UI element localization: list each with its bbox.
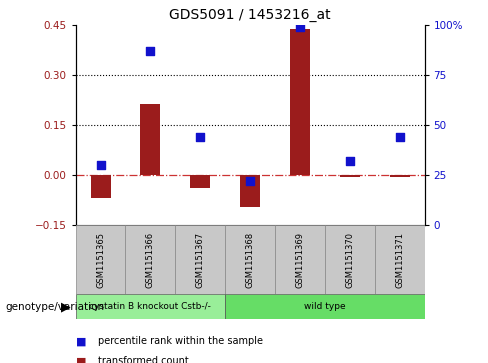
Bar [340, 175, 360, 177]
Text: ■: ■ [76, 336, 86, 346]
Bar [125, 225, 175, 294]
Bar [141, 103, 161, 175]
Point [196, 134, 204, 140]
Text: ▶: ▶ [61, 300, 71, 313]
Text: GSM1151367: GSM1151367 [196, 232, 205, 287]
Bar [290, 29, 310, 175]
Point [97, 162, 104, 168]
Bar [225, 225, 275, 294]
Point [246, 178, 254, 184]
Text: GSM1151371: GSM1151371 [395, 232, 404, 287]
Bar [76, 294, 225, 319]
Text: GSM1151368: GSM1151368 [245, 232, 255, 287]
Text: cystatin B knockout Cstb-/-: cystatin B knockout Cstb-/- [89, 302, 211, 311]
Text: GSM1151365: GSM1151365 [96, 232, 105, 287]
Bar [225, 294, 425, 319]
Point [146, 48, 154, 54]
Text: percentile rank within the sample: percentile rank within the sample [98, 336, 263, 346]
Text: GSM1151370: GSM1151370 [346, 232, 354, 287]
Text: GSM1151369: GSM1151369 [295, 232, 305, 287]
Text: genotype/variation: genotype/variation [5, 302, 104, 312]
Bar [190, 175, 210, 188]
Text: transformed count: transformed count [98, 356, 188, 363]
Bar [91, 175, 111, 199]
Text: ■: ■ [76, 356, 86, 363]
Point [296, 24, 304, 30]
Bar [325, 225, 375, 294]
Bar [275, 225, 325, 294]
Point [396, 134, 404, 140]
Bar [175, 225, 225, 294]
Title: GDS5091 / 1453216_at: GDS5091 / 1453216_at [169, 8, 331, 22]
Text: wild type: wild type [304, 302, 346, 311]
Bar [390, 175, 409, 177]
Bar [76, 225, 125, 294]
Bar [240, 175, 260, 207]
Point [346, 158, 354, 164]
Text: GSM1151366: GSM1151366 [146, 232, 155, 287]
Bar [375, 225, 425, 294]
